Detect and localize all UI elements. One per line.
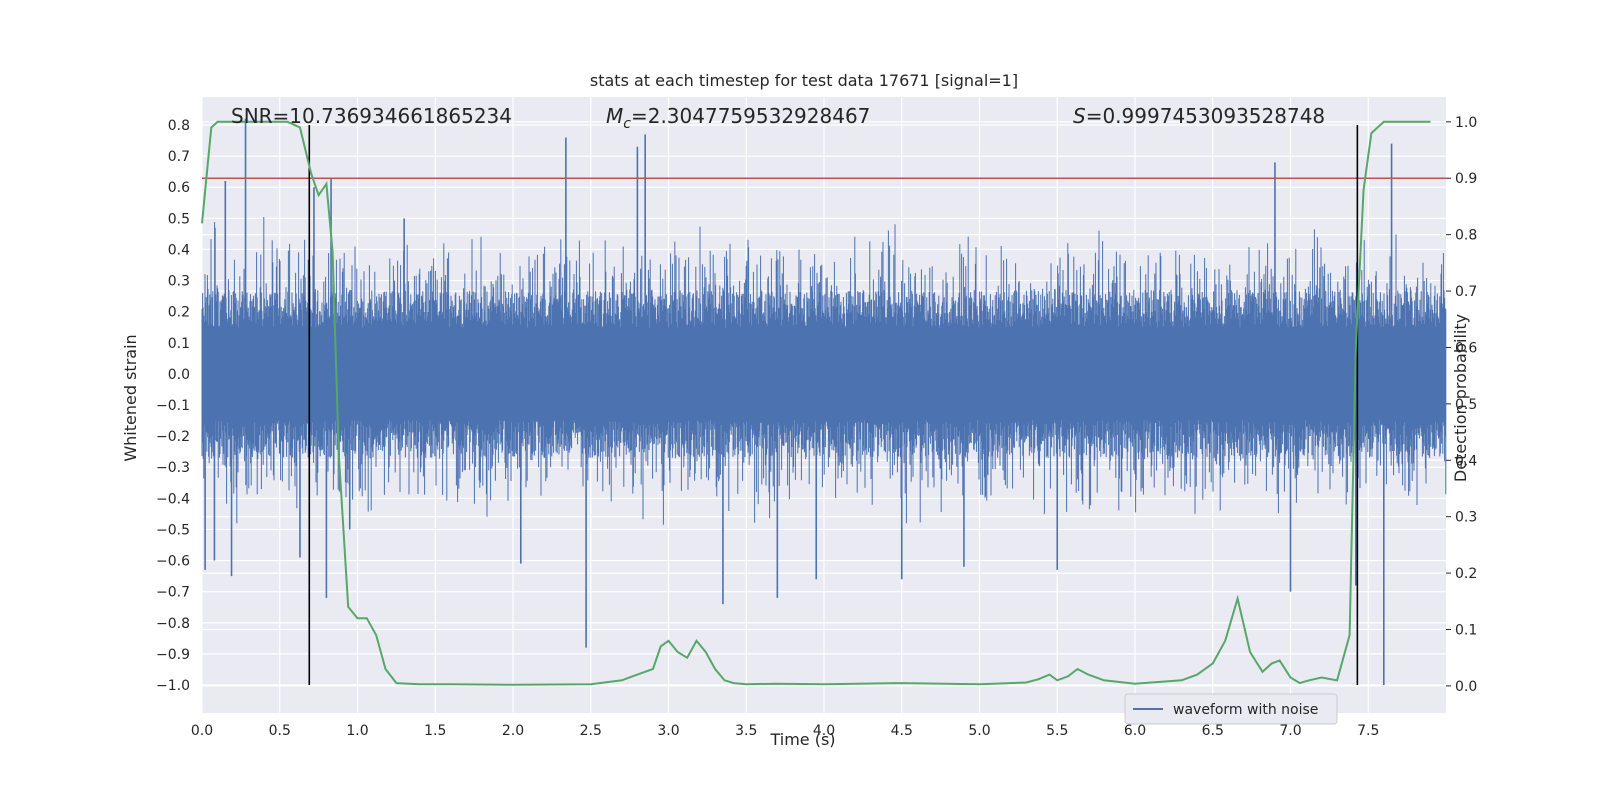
y2-axis-label: Detection probability xyxy=(1451,314,1470,482)
chart-title: stats at each timestep for test data 176… xyxy=(590,71,1018,90)
y-tick-label: 0.7 xyxy=(168,149,190,165)
y2-tick-label: 0.7 xyxy=(1455,284,1477,300)
y-tick-label: −0.7 xyxy=(156,585,190,601)
y2-tick-label: 0.6 xyxy=(1455,340,1477,356)
x-tick-label: 5.0 xyxy=(968,723,990,739)
y2-tick-label: 0.2 xyxy=(1455,566,1477,582)
y-tick-label: −0.5 xyxy=(156,522,190,538)
x-tick-label: 1.5 xyxy=(424,723,446,739)
y-tick-label: −0.8 xyxy=(156,616,190,632)
x-axis-label: Time (s) xyxy=(769,730,835,749)
y-tick-label: 0.0 xyxy=(168,367,190,383)
waveform-series xyxy=(201,118,1447,685)
y2-tick-label: 0.1 xyxy=(1455,623,1477,639)
y2-tick-label: 0.4 xyxy=(1455,453,1477,469)
y2-tick-label: 0.9 xyxy=(1455,171,1477,187)
y-tick-label: 0.8 xyxy=(168,118,190,134)
chirp-mass-annotation: Mc=2.3047759532928467 xyxy=(606,104,870,132)
y2-tick-label: 0.8 xyxy=(1455,228,1477,244)
y-tick-label: −0.9 xyxy=(156,647,190,663)
x-tick-label: 2.5 xyxy=(580,723,602,739)
x-tick-label: 7.5 xyxy=(1357,723,1379,739)
y-tick-label: −1.0 xyxy=(156,678,190,694)
x-tick-label: 6.0 xyxy=(1124,723,1146,739)
score-annotation: S=0.9997453093528748 xyxy=(1073,104,1325,128)
y-tick-label: 0.1 xyxy=(168,336,190,352)
y-tick-labels: 0.8 0.7 0.6 0.5 0.4 0.3 0.2 0.1 0.0 −0.1 −0.2 −0.3 −… xyxy=(156,118,190,694)
y-tick-label: 0.6 xyxy=(168,180,190,196)
x-tick-label: 0.0 xyxy=(191,723,213,739)
snr-annotation: SNR=10.736934661865234 xyxy=(231,104,512,128)
y2-tick-label: 0.3 xyxy=(1455,510,1477,526)
probability-series xyxy=(201,120,1431,686)
x-tick-label: 4.0 xyxy=(813,723,835,739)
x-tick-label: 3.0 xyxy=(657,723,679,739)
y-tick-label: −0.3 xyxy=(156,460,190,476)
x-tick-labels: 0.0 0.5 1.0 1.5 2.0 2.5 3.0 3.5 4.0 4.5 5.0 5.5 6.0 6… xyxy=(191,723,1380,739)
y-tick-label: −0.1 xyxy=(156,398,190,414)
x-tick-label: 6.5 xyxy=(1202,723,1224,739)
y-tick-label: 0.3 xyxy=(168,274,190,290)
y-tick-label: −0.4 xyxy=(156,491,190,507)
x-tick-label: 0.5 xyxy=(269,723,291,739)
y-tick-label: 0.2 xyxy=(168,305,190,321)
x-tick-label: 5.5 xyxy=(1046,723,1068,739)
y-tick-label: −0.2 xyxy=(156,429,190,445)
x-tick-label: 4.5 xyxy=(891,723,913,739)
x-tick-label: 2.0 xyxy=(502,723,524,739)
y2-tick-label: 0.0 xyxy=(1455,679,1477,695)
y-tick-label: −0.6 xyxy=(156,554,190,570)
y2-tick-labels: 1.0 0.9 0.8 0.7 0.6 0.5 0.4 0.3 0.2 0.1 0.0 xyxy=(1446,115,1477,695)
waveform-body xyxy=(201,217,1447,525)
vertical-markers xyxy=(308,125,1359,685)
x-tick-label: 1.0 xyxy=(346,723,368,739)
y-tick-label: 0.4 xyxy=(168,242,190,258)
y2-tick-label: 0.5 xyxy=(1455,397,1477,413)
y-axis-label: Whitened strain xyxy=(121,334,140,461)
legend-label: waveform with noise xyxy=(1173,702,1318,718)
y2-tick-label: 1.0 xyxy=(1455,115,1477,131)
x-tick-label: 3.5 xyxy=(735,723,757,739)
x-tick-label: 7.0 xyxy=(1279,723,1301,739)
y-tick-label: 0.5 xyxy=(168,211,190,227)
legend: waveform with noise xyxy=(1124,693,1338,725)
